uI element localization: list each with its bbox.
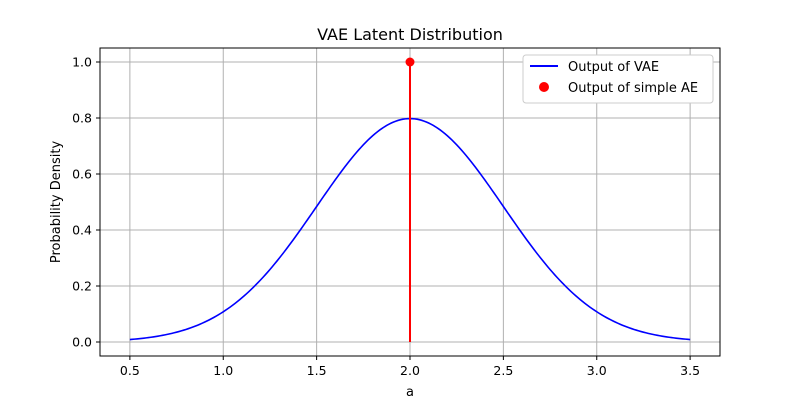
x-tick-label: 3.0: [587, 363, 607, 378]
y-tick-label: 0.0: [72, 335, 92, 350]
x-tick-label: 3.5: [680, 363, 700, 378]
x-tick-label: 2.5: [493, 363, 513, 378]
x-tick-label: 2.0: [400, 363, 420, 378]
y-tick-label: 0.4: [72, 223, 92, 238]
simple-ae-point: [405, 57, 415, 67]
x-tick-label: 0.5: [120, 363, 140, 378]
legend: Output of VAE Output of simple AE: [522, 54, 714, 104]
y-tick-label: 1.0: [72, 55, 92, 70]
x-axis-label: a: [406, 385, 414, 400]
x-tick-label: 1.5: [307, 363, 327, 378]
y-tick-label: 0.8: [72, 111, 92, 126]
legend-label-simple-ae: Output of simple AE: [568, 81, 698, 96]
series-layer: [129, 57, 691, 342]
chart-title: VAE Latent Distribution: [317, 25, 503, 44]
y-axis-label: Probability Density: [49, 141, 64, 264]
x-tick-label: 1.0: [213, 363, 233, 378]
legend-dot-swatch: [539, 82, 549, 92]
y-tick-label: 0.6: [72, 167, 92, 182]
ticks: 0.5 1.0 1.5 2.0 2.5 3.0 3.5 0.0 0.2 0.4 0.6 0.8 1.0: [72, 55, 700, 379]
y-tick-label: 0.2: [72, 279, 92, 294]
legend-label-vae: Output of VAE: [568, 60, 659, 75]
legend-box: [522, 54, 714, 104]
